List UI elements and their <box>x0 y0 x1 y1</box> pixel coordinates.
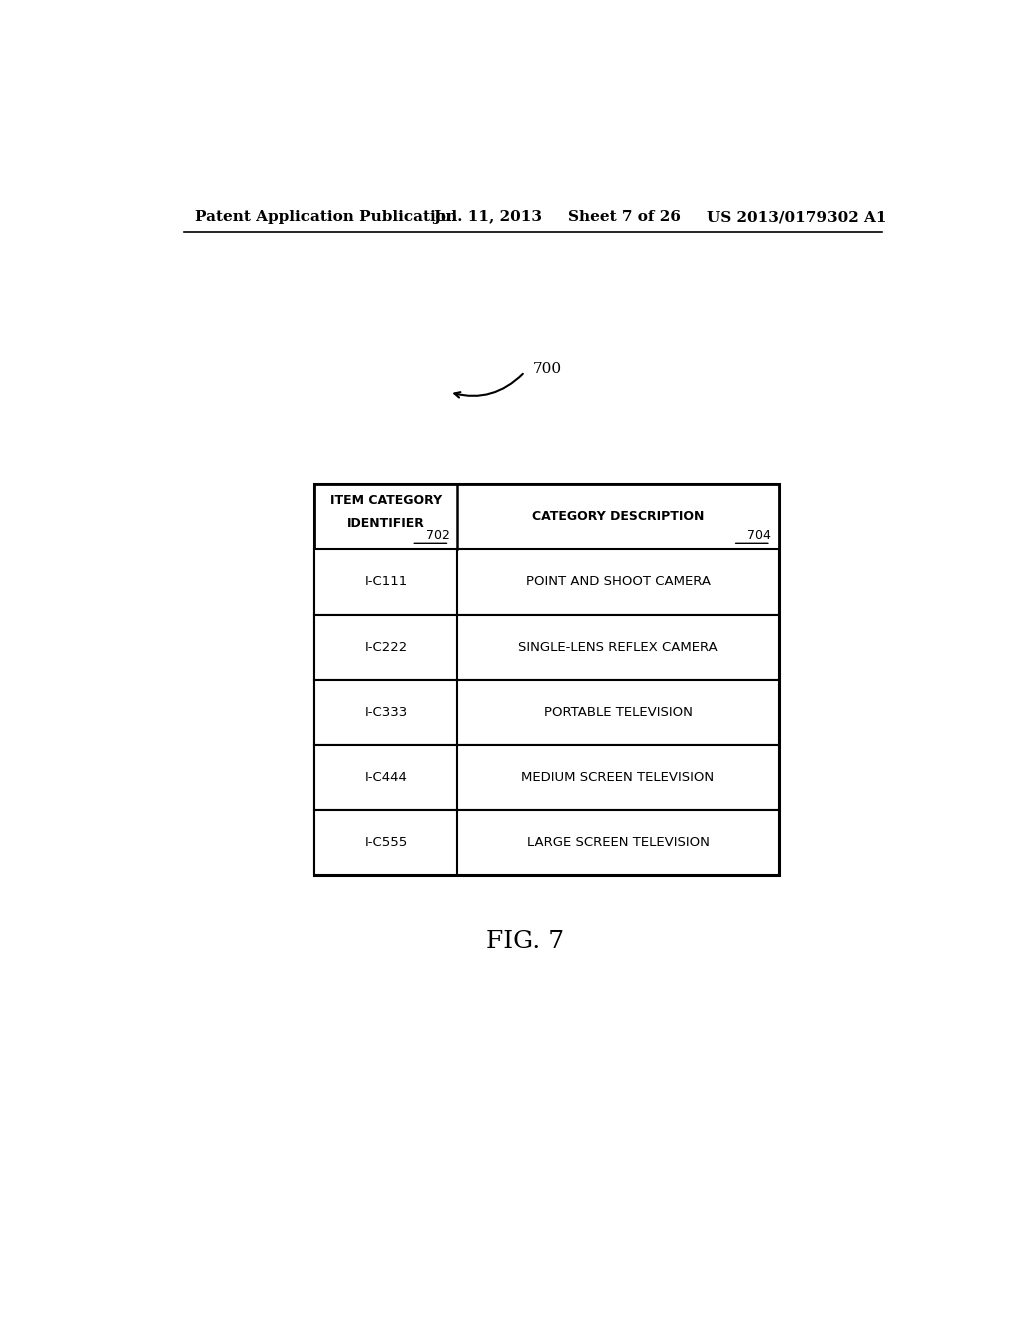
Text: 700: 700 <box>532 362 562 376</box>
Text: Sheet 7 of 26: Sheet 7 of 26 <box>568 210 681 224</box>
Text: I-C333: I-C333 <box>365 706 408 718</box>
Bar <box>314 680 778 744</box>
Text: I-C222: I-C222 <box>365 640 408 653</box>
Text: I-C555: I-C555 <box>365 836 408 849</box>
Text: ITEM CATEGORY: ITEM CATEGORY <box>330 494 442 507</box>
Text: POINT AND SHOOT CAMERA: POINT AND SHOOT CAMERA <box>525 576 711 589</box>
Text: IDENTIFIER: IDENTIFIER <box>347 517 425 531</box>
Bar <box>314 810 778 875</box>
Bar <box>314 744 778 810</box>
Text: MEDIUM SCREEN TELEVISION: MEDIUM SCREEN TELEVISION <box>521 771 715 784</box>
Text: Jul. 11, 2013: Jul. 11, 2013 <box>433 210 543 224</box>
Text: I-C444: I-C444 <box>365 771 408 784</box>
Text: FIG. 7: FIG. 7 <box>485 929 564 953</box>
Text: LARGE SCREEN TELEVISION: LARGE SCREEN TELEVISION <box>526 836 710 849</box>
Text: PORTABLE TELEVISION: PORTABLE TELEVISION <box>544 706 692 718</box>
Text: US 2013/0179302 A1: US 2013/0179302 A1 <box>708 210 887 224</box>
Bar <box>314 483 778 549</box>
Bar <box>314 483 778 875</box>
Text: I-C111: I-C111 <box>365 576 408 589</box>
Bar <box>314 615 778 680</box>
Text: 704: 704 <box>746 529 771 543</box>
Text: Patent Application Publication: Patent Application Publication <box>196 210 458 224</box>
Text: 702: 702 <box>426 529 450 543</box>
Text: CATEGORY DESCRIPTION: CATEGORY DESCRIPTION <box>531 510 705 523</box>
Text: SINGLE-LENS REFLEX CAMERA: SINGLE-LENS REFLEX CAMERA <box>518 640 718 653</box>
Bar <box>314 549 778 615</box>
